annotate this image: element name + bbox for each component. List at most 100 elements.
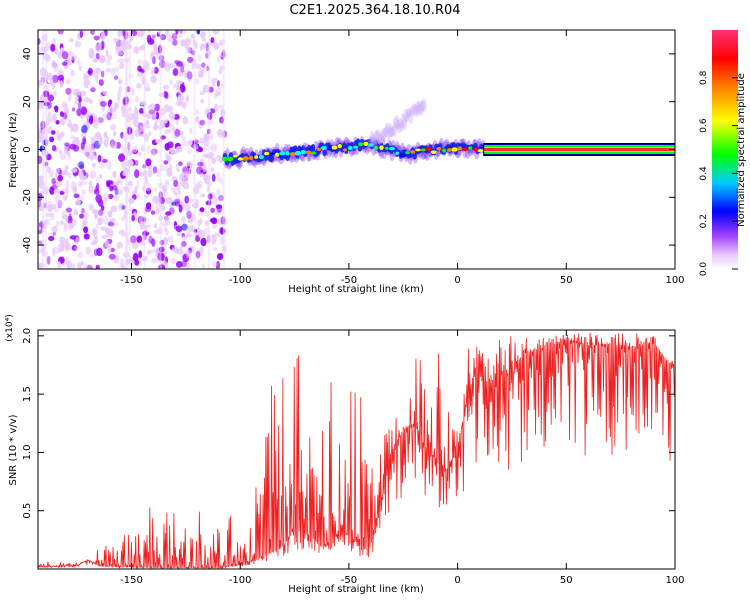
noise-blob (50, 212, 55, 221)
noise-blob (82, 74, 90, 80)
noise-blob (102, 90, 108, 95)
noise-blob (141, 145, 145, 152)
signal-halo (368, 135, 374, 146)
noise-blob (81, 219, 88, 226)
noise-blob (64, 164, 69, 171)
noise-blob (96, 247, 103, 257)
noise-blob (195, 250, 201, 259)
noise-blob (184, 38, 191, 48)
noise-blob (200, 193, 206, 198)
noise-blob (151, 238, 156, 247)
x-tick-label: 50 (560, 275, 573, 286)
noise-blob (176, 184, 181, 192)
noise-blob (110, 67, 116, 76)
signal-peak (227, 156, 234, 162)
noise-blob (176, 231, 182, 237)
noise-blob (134, 159, 139, 167)
noise-blob (144, 87, 151, 92)
noise-blob (98, 162, 106, 169)
signal-halo (398, 118, 404, 129)
noise-blob (171, 33, 178, 40)
noise-blob (88, 184, 94, 194)
signal-peak (232, 154, 238, 158)
noise-blob (148, 131, 152, 137)
noise-blob (85, 246, 92, 255)
noise-blob (187, 215, 194, 224)
noise-blob (196, 30, 201, 35)
noise-blob (68, 38, 74, 43)
snr-y-ticks: 2.0 1.5 1.0 0.5 (22, 328, 675, 519)
noise-blob (163, 61, 170, 70)
signal-halo (375, 129, 382, 140)
noise-blob (182, 140, 189, 147)
noise-blob (216, 129, 221, 135)
noise-blob (81, 188, 86, 196)
noise-streak (143, 30, 146, 269)
noise-blob (113, 37, 119, 43)
noise-blob (175, 205, 179, 213)
noise-blob (165, 220, 172, 227)
noise-blob (80, 180, 87, 186)
noise-blob (139, 171, 145, 177)
noise-blob (146, 145, 151, 155)
noise-blob (108, 253, 116, 260)
noise-blob (185, 227, 191, 235)
noise-blob (214, 232, 218, 239)
noise-blob (59, 131, 65, 138)
noise-blob (62, 226, 68, 233)
noise-blob (179, 173, 184, 182)
noise-blob (104, 239, 110, 247)
chart-title: C2E1.2025.364.18.10.R04 (289, 3, 460, 18)
noise-blob (138, 45, 145, 51)
noise-blob (38, 199, 42, 208)
noise-blob (91, 209, 99, 214)
noise-blob (118, 85, 123, 93)
noise-blob (106, 112, 112, 121)
noise-blob (105, 49, 109, 57)
noise-blob (70, 54, 78, 61)
noise-blob (152, 56, 156, 65)
noise-blob (47, 204, 53, 213)
noise-streak (193, 30, 196, 269)
noise-blob (181, 240, 187, 247)
noise-blob (131, 87, 135, 97)
noise-blob (114, 221, 119, 227)
signal-halo (403, 108, 409, 123)
x-tick-label: 0 (454, 275, 460, 286)
noise-blob (147, 226, 154, 233)
noise-blob (76, 108, 82, 117)
noise-blob (144, 182, 152, 192)
signal-peak (347, 145, 353, 151)
noise-blob (163, 160, 169, 165)
noise-blob (68, 172, 72, 179)
noise-blob (59, 153, 67, 161)
noise-blob (78, 65, 82, 72)
noise-blob (178, 161, 183, 167)
noise-blob (71, 123, 79, 133)
signal-peak (457, 146, 463, 151)
noise-blob (180, 64, 185, 73)
noise-blob (200, 237, 207, 247)
noise-blob (113, 193, 119, 202)
noise-blob (212, 30, 220, 35)
noise-blob (180, 260, 187, 268)
noise-blob (211, 217, 218, 225)
signal-halo (414, 101, 421, 116)
colorbar-tick-label: 0.2 (699, 214, 709, 228)
noise-blob (115, 265, 122, 269)
noise-blob (46, 218, 51, 226)
noise-blob (47, 72, 53, 81)
noise-blob (116, 180, 120, 187)
noise-blob (65, 238, 69, 248)
noise-blob (88, 180, 93, 187)
noise-blob (81, 125, 88, 134)
noise-blob (98, 209, 104, 216)
noise-blob (155, 208, 160, 215)
noise-blob (81, 207, 85, 214)
noise-blob (83, 226, 89, 234)
noise-blob (117, 188, 123, 195)
noise-blob (66, 122, 73, 128)
noise-blob (166, 171, 173, 178)
noise-blob (93, 35, 101, 41)
noise-blob (82, 90, 86, 96)
